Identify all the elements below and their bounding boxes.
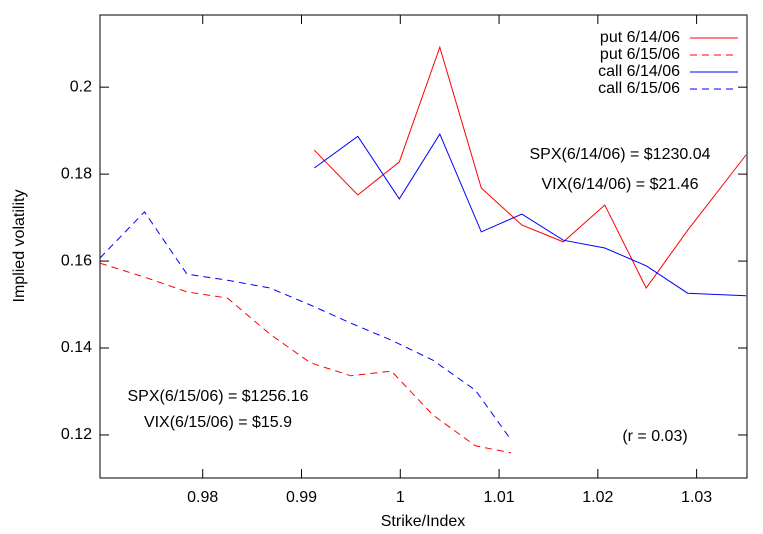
series-line <box>100 211 512 440</box>
legend-label: put 6/15/06 <box>600 46 680 63</box>
series-line <box>313 45 747 289</box>
y-tick-label: 0.12 <box>61 426 92 443</box>
y-axis-label: Implied volatility <box>11 190 28 303</box>
y-tick-label: 0.14 <box>61 339 92 356</box>
annotation: VIX(6/15/06) = $15.9 <box>144 414 292 431</box>
y-tick-label: 0.18 <box>61 165 92 182</box>
legend-label: put 6/14/06 <box>600 29 680 46</box>
annotation: SPX(6/15/06) = $1256.16 <box>127 388 308 405</box>
legend-label: call 6/15/06 <box>598 80 680 97</box>
legend-label: call 6/14/06 <box>598 63 680 80</box>
x-tick-label: 1 <box>396 489 405 506</box>
y-tick-label: 0.16 <box>61 252 92 269</box>
plot-lines <box>100 45 747 454</box>
series-line <box>100 262 511 454</box>
y-tick-label: 0.2 <box>70 78 92 95</box>
annotation: VIX(6/14/06) = $21.46 <box>542 176 699 193</box>
x-tick-label: 1.01 <box>483 489 514 506</box>
x-tick-label: 1.02 <box>582 489 613 506</box>
x-tick-label: 0.98 <box>187 489 218 506</box>
x-tick-label: 0.99 <box>286 489 317 506</box>
plot-border <box>99 14 748 479</box>
annotation: SPX(6/14/06) = $1230.04 <box>529 146 710 163</box>
annotation: (r = 0.03) <box>622 428 687 445</box>
x-axis-label: Strike/Index <box>381 513 465 530</box>
series-line <box>314 133 747 297</box>
x-tick-label: 1.03 <box>681 489 712 506</box>
